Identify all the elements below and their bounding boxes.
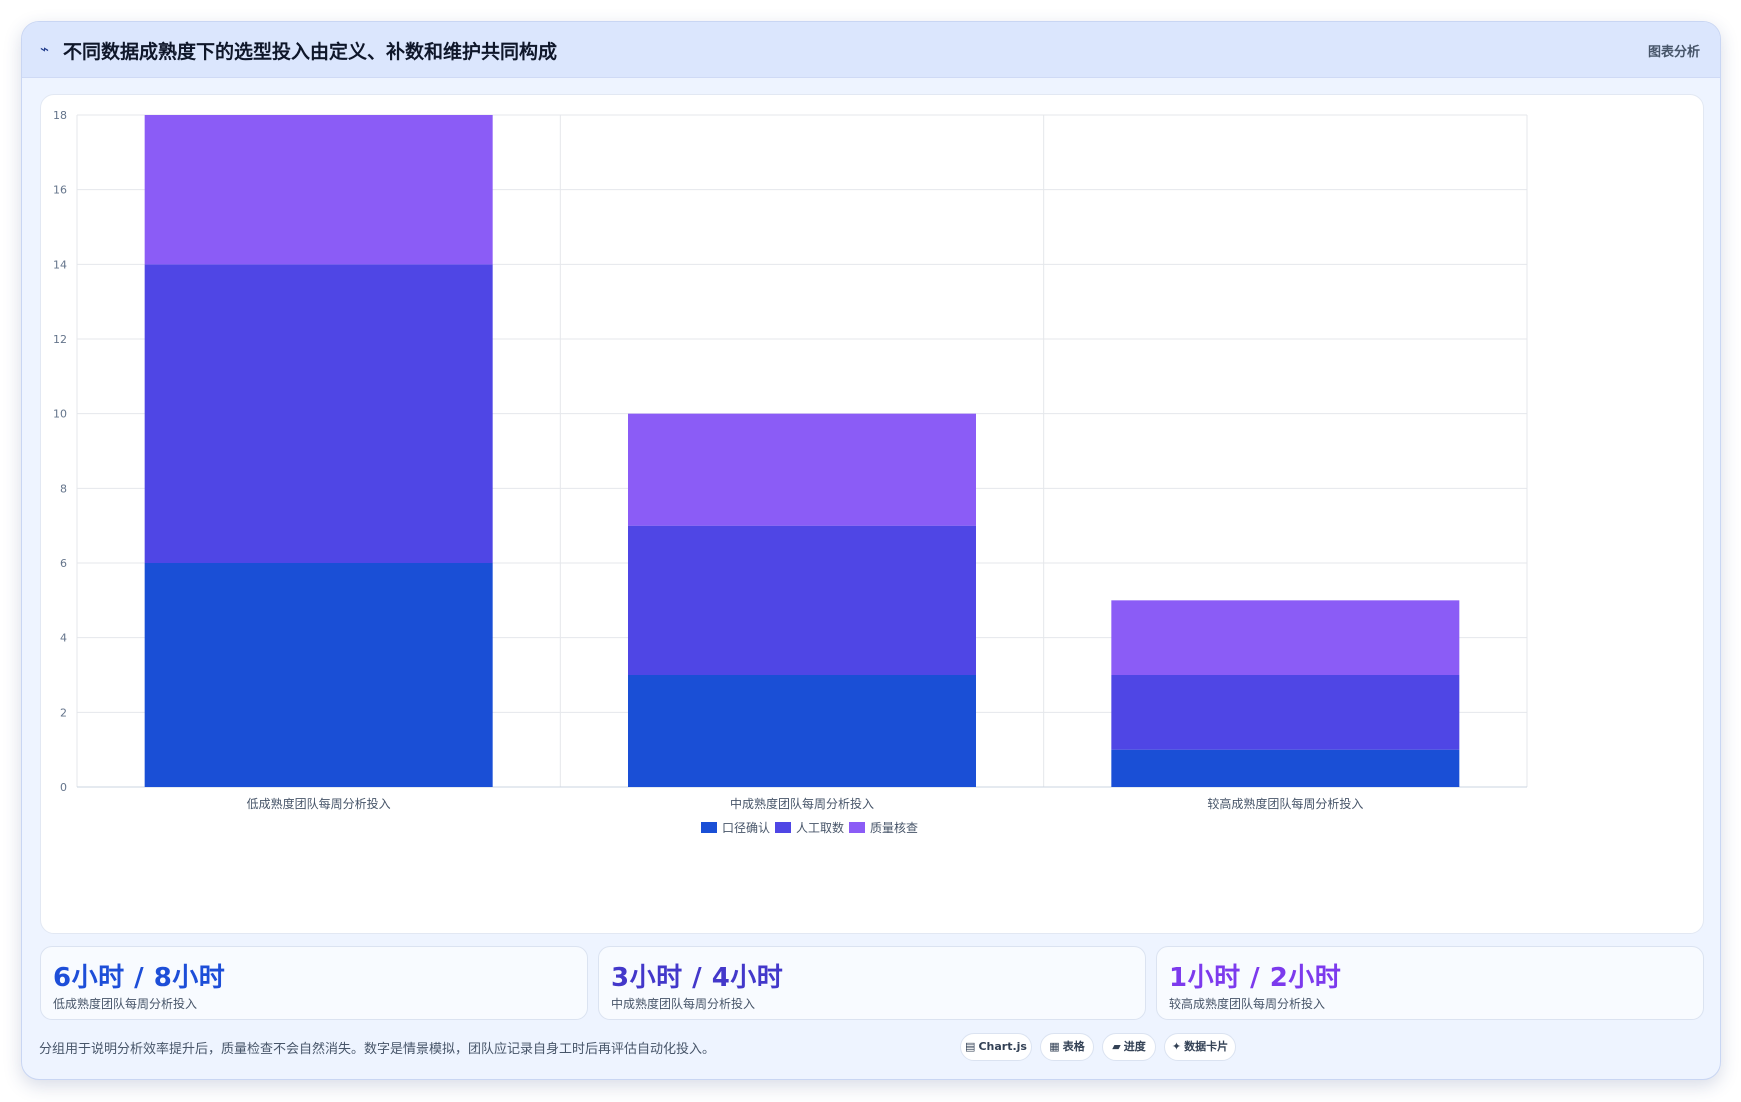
chip-data-card[interactable]: ✦ 数据卡片	[1164, 1033, 1236, 1061]
progress-icon: ▰	[1112, 1040, 1121, 1053]
stat-label: 中成熟度团队每周分析投入	[611, 997, 756, 1011]
chart-line-icon: ⌁	[40, 40, 50, 58]
stat-value: 3小时 / 4小时	[611, 963, 784, 993]
chart-icon: ▤	[965, 1040, 976, 1053]
legend-swatch-1	[775, 822, 791, 833]
y-tick-label: 14	[53, 258, 67, 271]
legend-swatch-2	[849, 822, 865, 833]
bar-2-2	[1111, 600, 1460, 675]
page-title: 不同数据成熟度下的选型投入由定义、补数和维护共同构成	[63, 41, 558, 63]
y-tick-label: 10	[53, 408, 67, 421]
chip-chartjs[interactable]: ▤ Chart.js	[960, 1033, 1032, 1061]
stat-label: 低成熟度团队每周分析投入	[53, 997, 198, 1011]
stat-value: 6小时 / 8小时	[53, 963, 226, 993]
legend-label: 质量核查	[870, 821, 918, 835]
stat-value: 1小时 / 2小时	[1169, 963, 1342, 993]
bar-0-2	[144, 115, 493, 265]
stat-card-high: 1小时 / 2小时 较高成熟度团队每周分析投入	[1156, 946, 1704, 1020]
x-tick-label: 较高成熟度团队每周分析投入	[1207, 796, 1363, 811]
bar-2-1	[1111, 675, 1460, 750]
legend-label: 人工取数	[796, 820, 844, 835]
table-icon: ▦	[1049, 1040, 1060, 1053]
y-tick-label: 4	[60, 632, 67, 645]
chart-card: ⌁ 不同数据成熟度下的选型投入由定义、补数和维护共同构成 图表分析 0 2 4 6 8 1…	[21, 21, 1721, 1080]
chip-label: Chart.js	[978, 1040, 1027, 1053]
chip-label: 表格	[1062, 1040, 1085, 1053]
bar-0-1	[144, 264, 493, 563]
chip-label: 进度	[1123, 1040, 1146, 1053]
bar-2-0	[1111, 749, 1460, 787]
chart-panel: 0 2 4 6 8 10 12 14 16 18 低成熟度团队每周分析投入 中成熟度团队每周分析投入 较…	[40, 94, 1704, 934]
chart-analysis-tag: 图表分析	[1647, 45, 1700, 60]
y-tick-label: 18	[53, 109, 67, 122]
chip-label: 数据卡片	[1184, 1040, 1229, 1053]
y-tick-label: 12	[53, 333, 67, 346]
footnote: 分组用于说明分析效率提升后，质量检查不会自然消失。数字是情景模拟，团队应记录自身…	[39, 1042, 716, 1057]
chip-progress[interactable]: ▰ 进度	[1102, 1033, 1156, 1061]
x-tick-label: 中成熟度团队每周分析投入	[730, 796, 874, 811]
stat-label: 较高成熟度团队每周分析投入	[1169, 997, 1326, 1011]
y-tick-label: 16	[53, 184, 67, 197]
y-tick-label: 2	[60, 706, 67, 719]
bar-1-1	[628, 525, 976, 675]
x-tick-label: 低成熟度团队每周分析投入	[247, 796, 391, 811]
stacked-bar-chart: 0 2 4 6 8 10 12 14 16 18 低成熟度团队每周分析投入 中成熟度团队每周分析投入 较…	[53, 109, 1528, 835]
bar-1-2	[628, 413, 976, 526]
stat-card-mid: 3小时 / 4小时 中成熟度团队每周分析投入	[598, 946, 1146, 1020]
legend-label: 口径确认	[722, 821, 770, 835]
y-tick-label: 6	[60, 557, 67, 570]
bar-0-0	[144, 563, 493, 787]
legend-swatch-0	[701, 822, 717, 833]
y-tick-label: 8	[60, 482, 67, 495]
sparkle-icon: ✦	[1171, 1040, 1182, 1053]
stat-card-low: 6小时 / 8小时 低成熟度团队每周分析投入	[40, 946, 588, 1020]
card-header: ⌁ 不同数据成熟度下的选型投入由定义、补数和维护共同构成 图表分析	[22, 22, 1720, 78]
chip-table[interactable]: ▦ 表格	[1040, 1033, 1094, 1061]
bar-1-0	[628, 675, 976, 787]
y-tick-label: 0	[60, 781, 67, 794]
